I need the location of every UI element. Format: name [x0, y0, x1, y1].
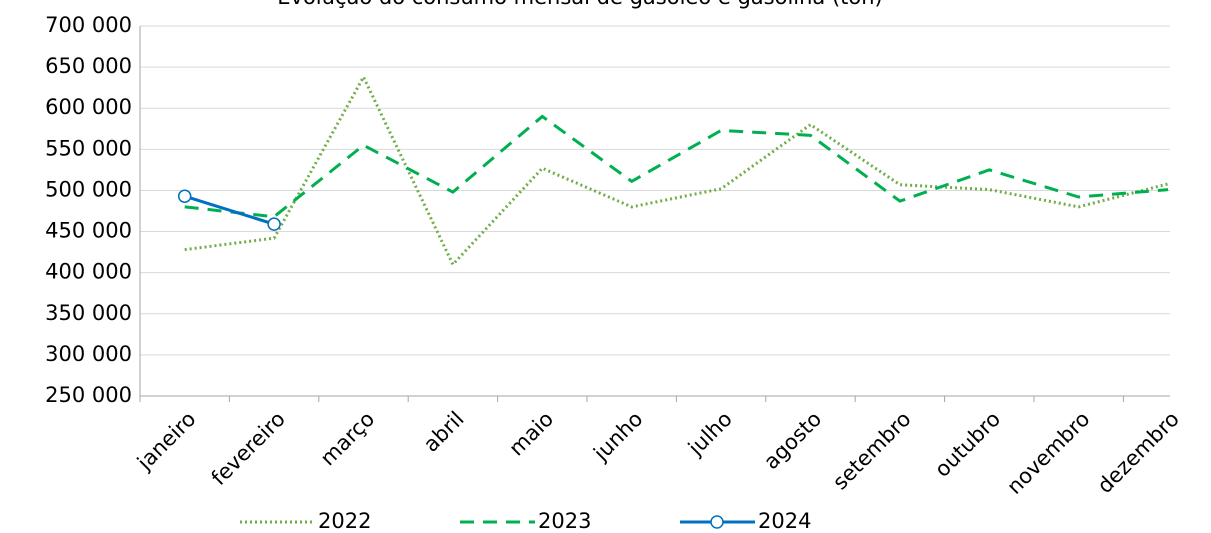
- x-tick-label: fevereiro: [207, 407, 290, 490]
- y-tick-label: 450 000: [45, 219, 132, 243]
- y-tick-label: 250 000: [45, 383, 132, 407]
- series-line: [184, 194, 275, 226]
- x-tick-label: julho: [683, 407, 737, 461]
- x-tick-label: dezembro: [1093, 407, 1184, 498]
- x-tick-label: outubro: [930, 407, 1005, 482]
- x-tick-label: janeiro: [132, 407, 200, 475]
- x-tick-label: agosto: [759, 407, 826, 474]
- legend-label: 2022: [318, 509, 371, 533]
- y-tick-label: 400 000: [45, 260, 132, 284]
- y-tick-label: 650 000: [45, 54, 132, 78]
- x-tick-label: março: [316, 407, 380, 471]
- y-tick-label: 500 000: [45, 177, 132, 201]
- legend-label: 2023: [538, 509, 591, 533]
- y-tick-label: 300 000: [45, 342, 132, 366]
- legend-marker: [710, 515, 724, 529]
- x-tick-label: maio: [504, 407, 558, 461]
- point-marker: [267, 217, 281, 231]
- y-tick-label: 600 000: [45, 95, 132, 119]
- x-tick-label: setembro: [828, 407, 916, 495]
- y-tick-label: 350 000: [45, 301, 132, 325]
- legend-label: 2024: [758, 509, 811, 533]
- chart-title: Evolução do consumo mensal de gasóleo e …: [277, 0, 883, 9]
- y-tick-label: 700 000: [45, 13, 132, 37]
- point-marker: [177, 189, 192, 203]
- x-tick-label: junho: [588, 407, 647, 466]
- series-line: [184, 114, 1169, 219]
- x-tick-label: abril: [419, 407, 469, 457]
- y-tick-label: 550 000: [45, 136, 132, 160]
- series-line: [184, 73, 1169, 268]
- x-tick-label: novembro: [1002, 407, 1094, 499]
